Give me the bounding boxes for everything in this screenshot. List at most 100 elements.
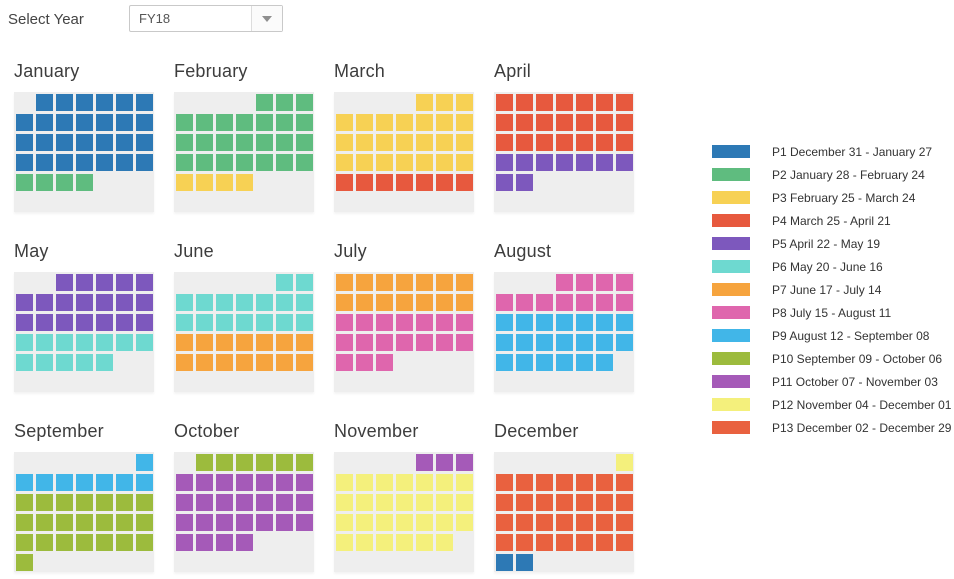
day-square-p10[interactable] <box>95 493 113 511</box>
day-square-p3[interactable] <box>215 173 233 191</box>
day-square-p9[interactable] <box>615 313 633 331</box>
day-square-p13[interactable] <box>595 533 613 551</box>
day-square-p2[interactable] <box>75 173 93 191</box>
day-square-p8[interactable] <box>495 293 513 311</box>
day-square-p7[interactable] <box>295 333 313 351</box>
day-square-p3[interactable] <box>435 133 453 151</box>
day-square-p3[interactable] <box>355 113 373 131</box>
day-square-p6[interactable] <box>75 333 93 351</box>
day-square-p9[interactable] <box>495 333 513 351</box>
day-square-p5[interactable] <box>515 173 533 191</box>
day-square-p9[interactable] <box>575 333 593 351</box>
day-square-p6[interactable] <box>215 313 233 331</box>
day-square-p8[interactable] <box>595 273 613 291</box>
day-square-p1[interactable] <box>15 113 33 131</box>
day-square-p10[interactable] <box>35 513 53 531</box>
day-square-p3[interactable] <box>395 153 413 171</box>
day-square-p8[interactable] <box>335 313 353 331</box>
day-square-p7[interactable] <box>355 273 373 291</box>
legend-item-p8[interactable]: P8 July 15 - August 11 <box>712 301 951 324</box>
day-square-p4[interactable] <box>535 113 553 131</box>
day-square-p3[interactable] <box>375 113 393 131</box>
day-square-p10[interactable] <box>115 513 133 531</box>
day-square-p8[interactable] <box>555 293 573 311</box>
day-square-p5[interactable] <box>615 153 633 171</box>
day-square-p7[interactable] <box>395 293 413 311</box>
day-square-p13[interactable] <box>595 513 613 531</box>
day-square-p3[interactable] <box>415 153 433 171</box>
day-square-p5[interactable] <box>135 293 153 311</box>
day-square-p3[interactable] <box>335 153 353 171</box>
day-square-p13[interactable] <box>555 533 573 551</box>
day-square-p4[interactable] <box>595 113 613 131</box>
day-square-p4[interactable] <box>575 113 593 131</box>
day-square-p8[interactable] <box>575 293 593 311</box>
day-square-p3[interactable] <box>335 133 353 151</box>
day-square-p4[interactable] <box>515 113 533 131</box>
day-square-p2[interactable] <box>255 113 273 131</box>
day-square-p4[interactable] <box>355 173 373 191</box>
day-square-p9[interactable] <box>95 473 113 491</box>
day-square-p11[interactable] <box>195 493 213 511</box>
day-square-p8[interactable] <box>455 333 473 351</box>
day-square-p10[interactable] <box>295 453 313 471</box>
day-square-p10[interactable] <box>235 453 253 471</box>
day-square-p2[interactable] <box>295 93 313 111</box>
day-square-p13[interactable] <box>615 533 633 551</box>
day-square-p13[interactable] <box>555 473 573 491</box>
day-square-p7[interactable] <box>175 333 193 351</box>
day-square-p10[interactable] <box>15 493 33 511</box>
day-square-p11[interactable] <box>295 493 313 511</box>
day-square-p6[interactable] <box>295 273 313 291</box>
day-square-p1[interactable] <box>55 93 73 111</box>
day-square-p5[interactable] <box>95 273 113 291</box>
day-square-p7[interactable] <box>215 333 233 351</box>
year-dropdown-arrow-button[interactable] <box>251 6 282 31</box>
day-square-p4[interactable] <box>375 173 393 191</box>
day-square-p4[interactable] <box>555 93 573 111</box>
day-square-p3[interactable] <box>455 133 473 151</box>
day-square-p11[interactable] <box>215 493 233 511</box>
day-square-p11[interactable] <box>175 513 193 531</box>
day-square-p5[interactable] <box>15 293 33 311</box>
day-square-p12[interactable] <box>435 513 453 531</box>
day-square-p1[interactable] <box>115 133 133 151</box>
day-square-p13[interactable] <box>615 493 633 511</box>
day-square-p11[interactable] <box>175 533 193 551</box>
day-square-p9[interactable] <box>535 353 553 371</box>
day-square-p5[interactable] <box>555 153 573 171</box>
day-square-p11[interactable] <box>275 493 293 511</box>
day-square-p8[interactable] <box>355 353 373 371</box>
day-square-p9[interactable] <box>515 313 533 331</box>
day-square-p9[interactable] <box>595 313 613 331</box>
day-square-p9[interactable] <box>55 473 73 491</box>
day-square-p11[interactable] <box>235 493 253 511</box>
day-square-p4[interactable] <box>495 113 513 131</box>
day-square-p13[interactable] <box>615 473 633 491</box>
day-square-p11[interactable] <box>295 513 313 531</box>
day-square-p7[interactable] <box>355 293 373 311</box>
day-square-p12[interactable] <box>415 493 433 511</box>
legend-item-p10[interactable]: P10 September 09 - October 06 <box>712 347 951 370</box>
day-square-p13[interactable] <box>515 533 533 551</box>
day-square-p11[interactable] <box>275 473 293 491</box>
day-square-p13[interactable] <box>495 533 513 551</box>
day-square-p11[interactable] <box>435 453 453 471</box>
day-square-p6[interactable] <box>35 353 53 371</box>
day-square-p7[interactable] <box>335 293 353 311</box>
day-square-p4[interactable] <box>575 133 593 151</box>
day-square-p2[interactable] <box>235 153 253 171</box>
day-square-p11[interactable] <box>215 533 233 551</box>
day-square-p5[interactable] <box>495 173 513 191</box>
day-square-p11[interactable] <box>235 533 253 551</box>
day-square-p13[interactable] <box>555 513 573 531</box>
day-square-p6[interactable] <box>255 313 273 331</box>
day-square-p7[interactable] <box>375 273 393 291</box>
day-square-p10[interactable] <box>15 513 33 531</box>
day-square-p1[interactable] <box>35 133 53 151</box>
day-square-p6[interactable] <box>15 333 33 351</box>
day-square-p5[interactable] <box>75 273 93 291</box>
day-square-p12[interactable] <box>335 513 353 531</box>
day-square-p4[interactable] <box>435 173 453 191</box>
day-square-p5[interactable] <box>55 273 73 291</box>
